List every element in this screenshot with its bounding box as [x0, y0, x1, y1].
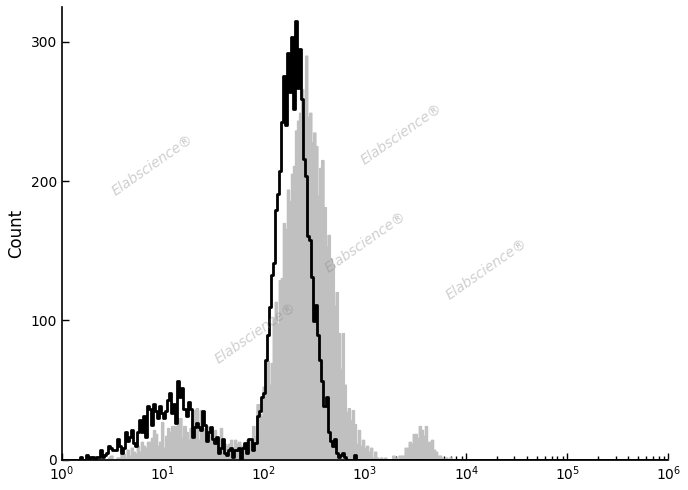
- Text: Elabscience®: Elabscience®: [322, 209, 409, 275]
- Y-axis label: Count: Count: [7, 209, 25, 258]
- Text: Elabscience®: Elabscience®: [213, 299, 299, 366]
- Text: Elabscience®: Elabscience®: [109, 132, 196, 198]
- Text: Elabscience®: Elabscience®: [443, 236, 530, 303]
- Text: Elabscience®: Elabscience®: [358, 100, 444, 167]
